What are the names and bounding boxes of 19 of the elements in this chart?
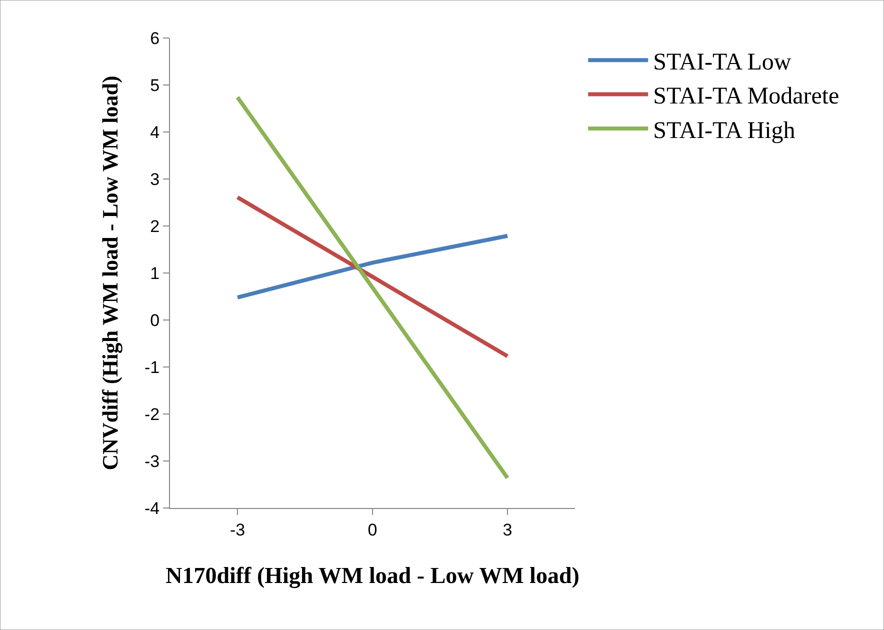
legend-label: STAI-TA High xyxy=(653,118,796,144)
y-tick-label: 4 xyxy=(150,122,160,142)
y-tick-label: -2 xyxy=(144,404,160,424)
legend-label: STAI-TA Modarete xyxy=(653,84,840,110)
y-tick-label: -1 xyxy=(144,358,160,377)
y-tick-label: 3 xyxy=(150,170,160,189)
legend-label: STAI-TA Low xyxy=(653,49,792,76)
y-tick-label: 0 xyxy=(150,310,160,330)
y-tick-label: 5 xyxy=(150,76,160,95)
y-tick-label: 2 xyxy=(150,216,160,236)
y-axis-title: CNVdiff (High WM load - Low WM load) xyxy=(97,76,122,470)
x-axis-title: N170diff (High WM load - Low WM load) xyxy=(166,563,580,589)
y-tick-label: 6 xyxy=(150,28,160,48)
y-tick-label: -4 xyxy=(144,498,160,518)
x-tick-label: -3 xyxy=(230,520,246,540)
y-tick-label: -3 xyxy=(144,452,160,471)
y-tick-label: 1 xyxy=(150,264,160,283)
x-tick-label: 3 xyxy=(502,520,512,540)
x-tick-label: 0 xyxy=(368,520,378,540)
